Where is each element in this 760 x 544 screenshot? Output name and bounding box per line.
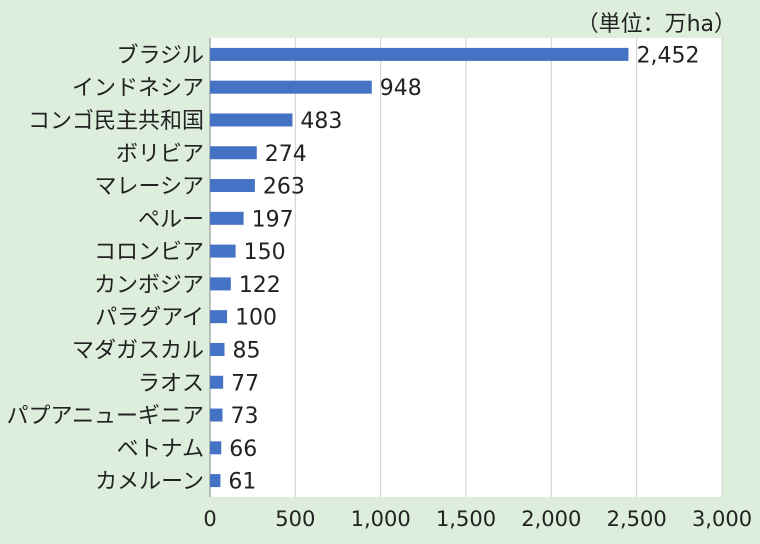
data-label: 85 [233, 338, 261, 363]
x-tick-label: 500 [275, 507, 315, 531]
bar [210, 277, 231, 291]
category-label: カンボジア [94, 273, 204, 298]
data-label: 66 [229, 437, 257, 462]
bar [210, 310, 228, 324]
x-tick-label: 1,500 [436, 507, 496, 531]
bar [210, 211, 244, 225]
category-label: ベトナム [117, 437, 204, 462]
bar [210, 408, 223, 422]
bar [210, 47, 629, 61]
category-label: パラグアイ [95, 306, 204, 331]
x-tick-label: 3,000 [692, 507, 752, 531]
bar [210, 146, 257, 160]
unit-label: （単位：万ha） [576, 12, 736, 37]
bars [210, 47, 629, 488]
bar [210, 179, 255, 193]
category-labels: ブラジルインドネシアコンゴ民主共和国ボリビアマレーシアペルーコロンビアカンボジア… [6, 43, 204, 494]
data-label: 73 [230, 404, 258, 429]
bar [210, 474, 221, 488]
x-tick-label: 1,000 [351, 507, 411, 531]
data-label: 483 [300, 109, 342, 134]
category-label: コンゴ民主共和国 [28, 109, 204, 134]
bar [210, 375, 224, 389]
category-label: カメルーン [95, 470, 204, 495]
data-label: 61 [228, 470, 256, 495]
x-tick-label: 2,000 [521, 507, 581, 531]
category-label: マダガスカル [72, 338, 204, 363]
data-label: 2,452 [636, 43, 699, 68]
data-label: 948 [380, 76, 422, 101]
category-label: マレーシア [94, 175, 204, 200]
bar [210, 441, 222, 455]
category-label: コロンビア [94, 240, 204, 265]
category-label: ペルー [138, 207, 204, 232]
data-label: 150 [244, 240, 286, 265]
data-label: 263 [263, 175, 305, 200]
value-labels: 2,452 948 483 274 263 197 150 122 100 85 77 73 66 61 [228, 43, 699, 494]
x-tick-labels: 0 500 1,000 1,500 2,000 2,500 3,000 [203, 507, 752, 531]
data-label: 100 [235, 306, 277, 331]
bar [210, 80, 372, 94]
data-label: 197 [252, 207, 294, 232]
category-label: ボリビア [116, 142, 204, 167]
category-label: ラオス [138, 371, 204, 396]
bar [210, 113, 293, 127]
x-tick-label: 2,500 [607, 507, 667, 531]
bar [210, 244, 236, 258]
bar [210, 342, 225, 356]
category-label: パプアニューギニア [6, 404, 204, 429]
data-label: 122 [239, 273, 281, 298]
data-label: 274 [265, 142, 307, 167]
data-label: 77 [231, 371, 259, 396]
x-tick-label: 0 [203, 507, 216, 531]
category-label: インドネシア [72, 76, 204, 101]
category-label: ブラジル [116, 43, 204, 68]
